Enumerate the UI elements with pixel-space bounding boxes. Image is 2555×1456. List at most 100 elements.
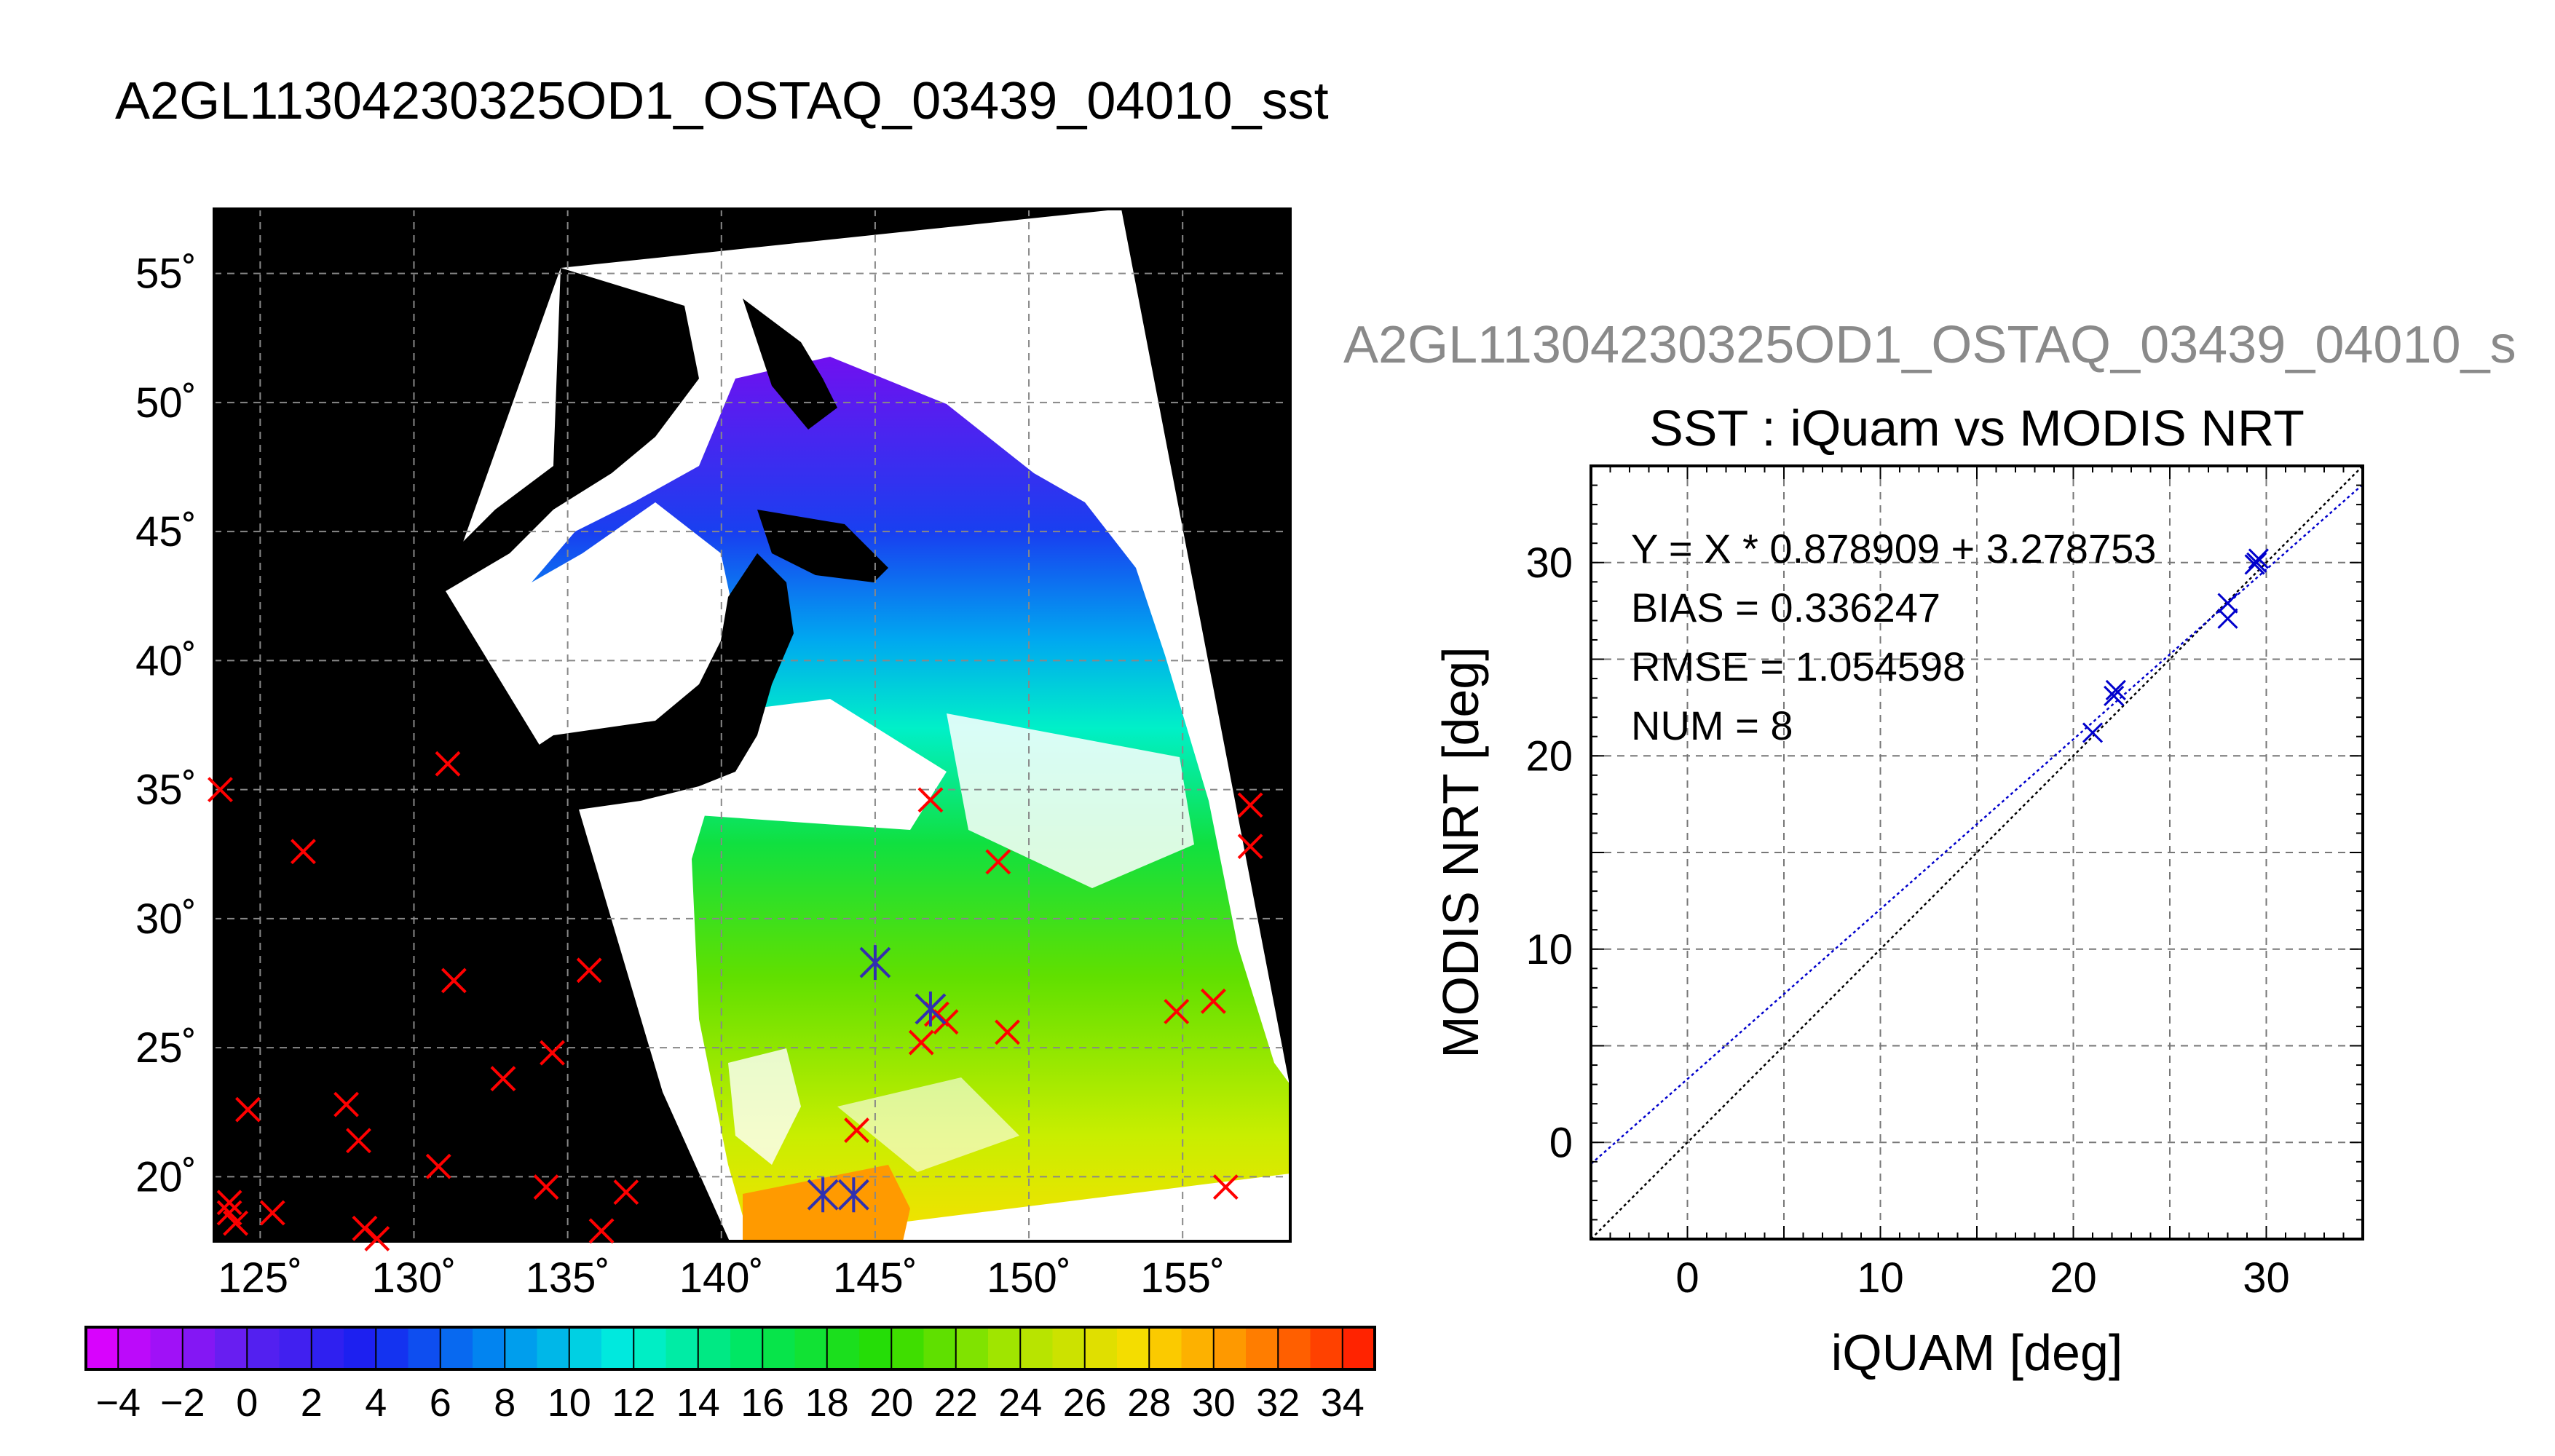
lon-tick-label: 125˚ <box>218 1254 302 1302</box>
red-x-marker <box>346 1128 371 1154</box>
colorbar-cell <box>1342 1327 1375 1369</box>
red-x-marker <box>540 1040 565 1066</box>
colorbar-cell <box>633 1327 666 1369</box>
red-x-stroke <box>1201 988 1226 1014</box>
colorbar-cell <box>859 1327 892 1369</box>
red-x-stroke <box>1237 834 1263 860</box>
colorbar-cell <box>344 1327 376 1369</box>
colorbar-cell <box>311 1327 344 1369</box>
colorbar-tick-label: 26 <box>1063 1381 1107 1425</box>
red-x-marker <box>435 751 461 777</box>
colorbar-cell <box>376 1327 408 1369</box>
scatter-point <box>2082 722 2104 743</box>
land-sakhalin <box>743 298 837 430</box>
colorbar-tick-label: 12 <box>612 1381 655 1425</box>
red-x-marker <box>208 777 233 803</box>
red-x-stroke <box>917 787 944 813</box>
red-x-marker <box>223 1210 248 1236</box>
colorbar-cell <box>1246 1327 1279 1369</box>
red-x-stroke <box>540 1040 565 1066</box>
sst-warm-patch <box>743 1165 910 1241</box>
red-x-stroke <box>333 1091 359 1117</box>
scatter-point <box>2104 685 2125 707</box>
lat-tick-label: 25˚ <box>135 1024 197 1072</box>
colorbar-cell <box>1084 1327 1118 1369</box>
red-x-marker <box>533 1174 559 1200</box>
scatter-point-stroke <box>2217 608 2238 629</box>
red-x-stroke <box>1212 1174 1239 1200</box>
scatter-point <box>2105 679 2126 701</box>
red-x-stroke <box>490 1066 516 1092</box>
red-x-stroke <box>364 1226 390 1251</box>
colorbar-cell <box>150 1327 183 1369</box>
lon-tick-label: 150˚ <box>987 1254 1071 1302</box>
x-tick-label: 10 <box>1857 1254 1904 1302</box>
red-x-stroke <box>208 777 233 803</box>
colorbar-tick-label: 0 <box>236 1381 258 1425</box>
sst-map-panel: 125˚ 130˚ 135˚ 140˚ 145˚ 150˚ 155˚ 20˚ 25˚ 30˚ 35… <box>135 207 1292 1302</box>
red-x-marker <box>291 839 316 865</box>
land-hokkaido <box>757 510 888 582</box>
colorbar-tick-label: 4 <box>365 1381 387 1425</box>
red-x-marker <box>1201 988 1226 1014</box>
sst-colorbar: −4 −2 0 2 4 6 8 10 12 14 16 18 20 22 24 26 28 30 32 34 <box>84 1326 1376 1425</box>
colorbar-cell <box>666 1327 699 1369</box>
red-x-marker <box>995 1019 1020 1045</box>
colorbar-cell <box>86 1327 119 1369</box>
red-x-marker <box>1164 999 1190 1024</box>
red-x-marker <box>216 1190 242 1216</box>
colorbar-tick-label: −4 <box>95 1381 141 1425</box>
colorbar-cell <box>826 1327 860 1369</box>
lat-tick-label: 35˚ <box>135 767 197 814</box>
lat-tick-label: 20˚ <box>135 1153 197 1200</box>
colorbar-cell <box>762 1327 795 1369</box>
red-x-marker <box>576 957 602 984</box>
colorbar-cell <box>730 1327 763 1369</box>
red-x-stroke <box>223 1210 248 1236</box>
red-x-marker <box>259 1200 285 1226</box>
colorbar-cell <box>1181 1327 1215 1369</box>
lon-tick-label: 145˚ <box>833 1254 917 1302</box>
colorbar-cell <box>794 1327 828 1369</box>
identity-line <box>1590 465 2364 1240</box>
x-tick-label: 30 <box>2243 1254 2290 1302</box>
lon-tick-label: 135˚ <box>526 1254 610 1302</box>
colorbar-cell <box>473 1327 505 1369</box>
red-x-stroke <box>985 849 1011 875</box>
map-frame <box>213 207 1292 1243</box>
red-x-stroke <box>435 751 461 777</box>
red-x-stroke <box>235 1096 261 1123</box>
colorbar-cell <box>1278 1327 1311 1369</box>
colorbar-tick-label: 6 <box>430 1381 451 1425</box>
colorbar-cell <box>988 1327 1021 1369</box>
colorbar-cell <box>440 1327 473 1369</box>
red-x-stroke <box>425 1153 451 1179</box>
x-axis-label: iQUAM [deg] <box>1831 1324 2123 1381</box>
red-x-marker <box>333 1091 359 1117</box>
scatter-point-stroke <box>2105 679 2126 701</box>
land-continent <box>437 268 699 591</box>
red-x-stroke <box>533 1174 559 1200</box>
colorbar-cell <box>1117 1327 1150 1369</box>
stat-annotation: Y = X * 0.878909 + 3.278753 <box>1631 526 2156 571</box>
colorbar-tick-label: 2 <box>301 1381 323 1425</box>
page-title: A2GL11304230325OD1_OSTAQ_03439_04010_sst <box>115 72 1329 130</box>
red-x-stroke <box>259 1200 285 1226</box>
red-x-stroke <box>588 1218 615 1244</box>
red-x-stroke <box>441 968 467 994</box>
red-x-marker <box>588 1218 615 1244</box>
scatter-point <box>2217 608 2238 629</box>
colorbar-tick-label: 10 <box>548 1381 591 1425</box>
colorbar-cell <box>505 1327 537 1369</box>
lat-tick-label: 55˚ <box>135 250 197 298</box>
red-x-stroke <box>613 1179 639 1206</box>
colorbar-cell <box>923 1327 957 1369</box>
red-x-stroke <box>908 1029 934 1056</box>
red-x-stroke <box>1237 792 1263 818</box>
stat-annotation: BIAS = 0.336247 <box>1631 585 1940 630</box>
red-x-marker <box>364 1226 390 1251</box>
land-honshu <box>510 553 794 810</box>
y-tick-label: 20 <box>1525 732 1573 780</box>
scatter-point-stroke <box>2104 685 2125 707</box>
